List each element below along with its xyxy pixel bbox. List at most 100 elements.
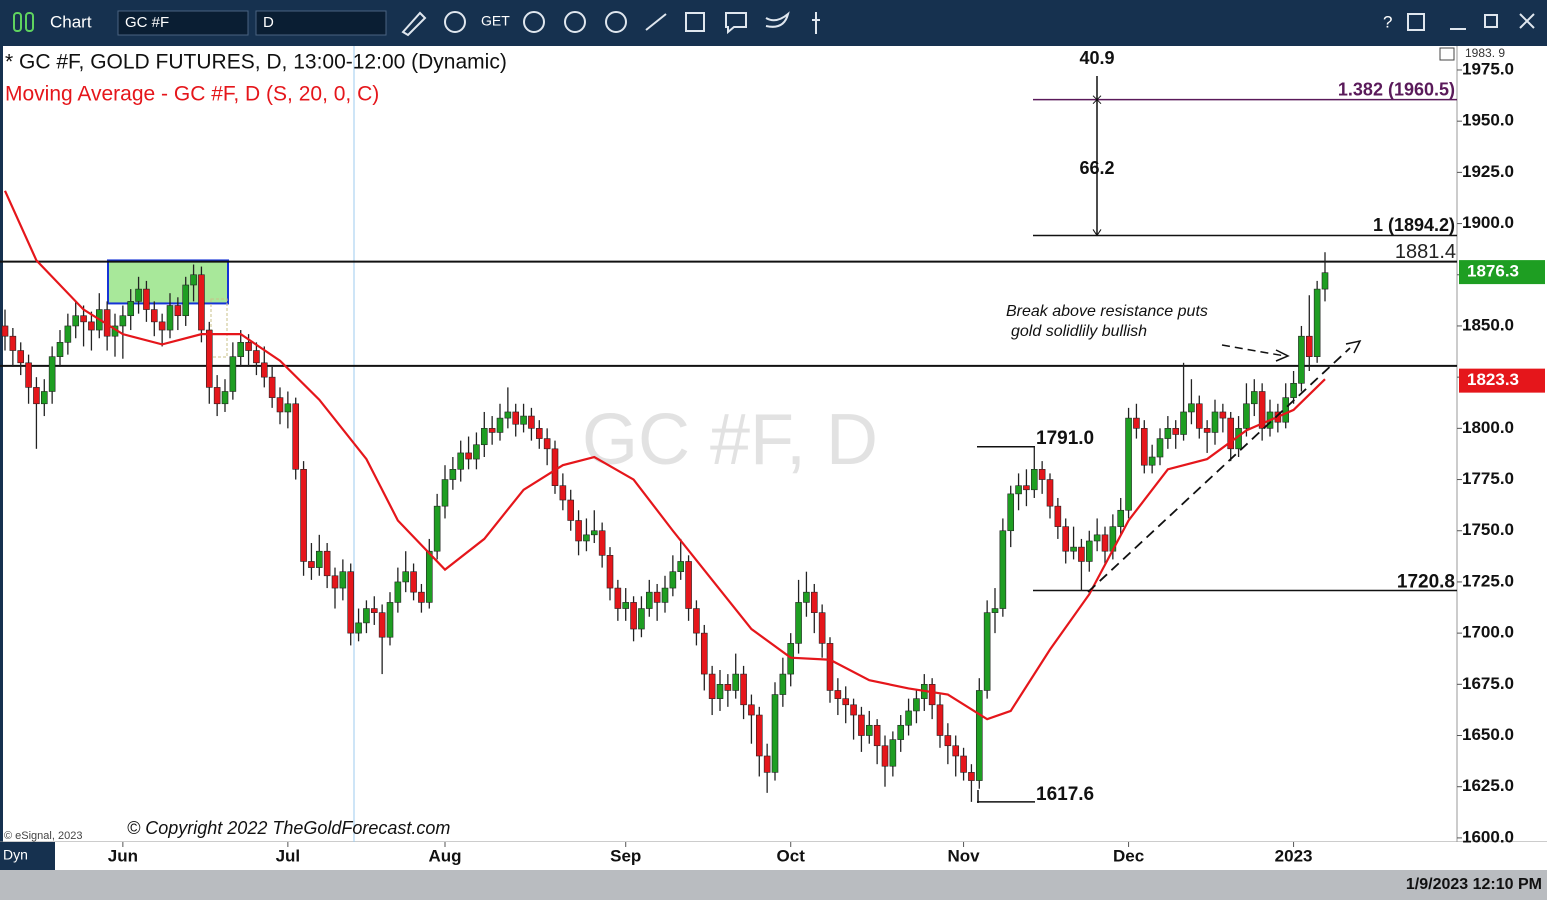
swing-label: 1617.6: [1036, 784, 1094, 805]
interval-input[interactable]: [255, 10, 387, 36]
candle-body: [1140, 428, 1148, 466]
symbol-input[interactable]: [117, 10, 249, 36]
candle-body: [394, 581, 402, 603]
candle-body: [143, 288, 150, 310]
y-tick-label: 1950.0: [1462, 111, 1514, 130]
get-button[interactable]: GET: [481, 13, 510, 29]
y-tick-label: 1725.0: [1462, 571, 1514, 590]
candle-body: [810, 591, 818, 613]
candle-body: [520, 415, 527, 425]
candle-body: [245, 342, 252, 351]
candle-body: [1298, 335, 1305, 384]
top-value: 1983. 9: [1465, 46, 1505, 60]
candle-body: [991, 608, 999, 613]
candle-body: [1062, 526, 1070, 552]
candle-body: [865, 724, 873, 736]
candle-body: [669, 571, 677, 589]
candle-body: [905, 710, 912, 726]
candle-body: [276, 397, 284, 413]
symbol: GC #F: [125, 14, 169, 31]
candle-body: [56, 342, 64, 357]
candle-body: [1180, 411, 1187, 435]
y-tick-label: 1975.0: [1462, 59, 1514, 78]
candle-body: [944, 735, 952, 747]
candle-body: [150, 309, 158, 323]
candle-body: [496, 417, 504, 433]
candle-body: [960, 755, 967, 773]
candle-body: [842, 698, 850, 706]
candle-body: [535, 428, 543, 439]
y-tick-label: 1675.0: [1462, 674, 1514, 693]
candle-body: [614, 587, 622, 609]
candle-body: [339, 571, 347, 589]
candle-body: [763, 755, 771, 773]
candle-body: [1078, 546, 1085, 562]
mode: Dyn: [3, 847, 28, 863]
candle-body: [598, 530, 606, 556]
candle-body: [1305, 335, 1313, 357]
candle-body: [17, 350, 25, 364]
x-tick-label: Nov: [948, 846, 981, 865]
candle-body: [575, 520, 582, 542]
arrow-head: [1345, 339, 1362, 354]
y-tick-label: 1600.0: [1462, 827, 1514, 846]
price-box: [1459, 260, 1545, 285]
candle-body: [72, 315, 80, 327]
candle-body: [528, 415, 535, 429]
candle-body: [897, 724, 905, 740]
candle-body: [213, 387, 221, 405]
x-tick-label: Dec: [1113, 846, 1144, 865]
candle-body: [1023, 485, 1030, 491]
candle-body: [1125, 417, 1132, 511]
candle-body: [190, 274, 197, 286]
candle-body: [708, 673, 716, 699]
y-tick-label: 1800.0: [1462, 418, 1514, 437]
candle-body: [1046, 479, 1054, 507]
swing-label: 1720.8: [1397, 572, 1455, 593]
y-tick-label: 1750.0: [1462, 520, 1514, 539]
x-tick-label: 2023: [1275, 846, 1313, 865]
price-box-label: 1823.3: [1467, 370, 1519, 389]
candle-body: [983, 612, 991, 691]
candle-body: [661, 587, 669, 603]
price-box: [1459, 368, 1545, 393]
candle-body: [1085, 540, 1093, 562]
candle-body: [1164, 428, 1172, 439]
candle-body: [221, 391, 229, 405]
fib-label: 1.382 (1960.5): [1338, 79, 1455, 99]
candle-body: [795, 602, 802, 644]
fib-label: 1 (1894.2): [1373, 215, 1455, 235]
candle-body: [716, 684, 724, 699]
indicator-label: Moving Average - GC #F, D (S, 20, 0, C): [5, 83, 379, 106]
candle-body: [936, 704, 944, 736]
candle-body: [158, 321, 166, 331]
candle-body: [331, 575, 339, 589]
arrow-head: [1275, 349, 1290, 362]
candle-body: [418, 591, 425, 603]
candle-body: [237, 342, 245, 357]
help-icon[interactable]: ?: [1383, 12, 1392, 31]
candle-body: [127, 301, 135, 317]
y-tick-label: 1700.0: [1462, 623, 1514, 642]
candle-body: [700, 632, 708, 675]
candle-body: [1203, 428, 1211, 433]
axis-icon[interactable]: [1439, 47, 1455, 61]
candle-body: [622, 602, 630, 609]
candle-body: [33, 387, 40, 405]
candle-body: [64, 325, 72, 343]
candle-body: [952, 745, 960, 757]
candle-body: [693, 608, 700, 634]
candle-body: [480, 428, 488, 446]
measure-label: 66.2: [1079, 158, 1114, 178]
candle-body: [818, 612, 826, 644]
candle-body: [645, 591, 653, 609]
candle-body: [755, 714, 763, 757]
candle-body: [1007, 493, 1015, 532]
candle-body: [968, 772, 975, 781]
candle-body: [873, 724, 881, 747]
candle-body: [1054, 505, 1062, 527]
candle-body: [771, 694, 779, 773]
candle-body: [1070, 546, 1077, 552]
frame: [0, 44, 1547, 46]
x-tick-label: Jun: [108, 846, 138, 865]
